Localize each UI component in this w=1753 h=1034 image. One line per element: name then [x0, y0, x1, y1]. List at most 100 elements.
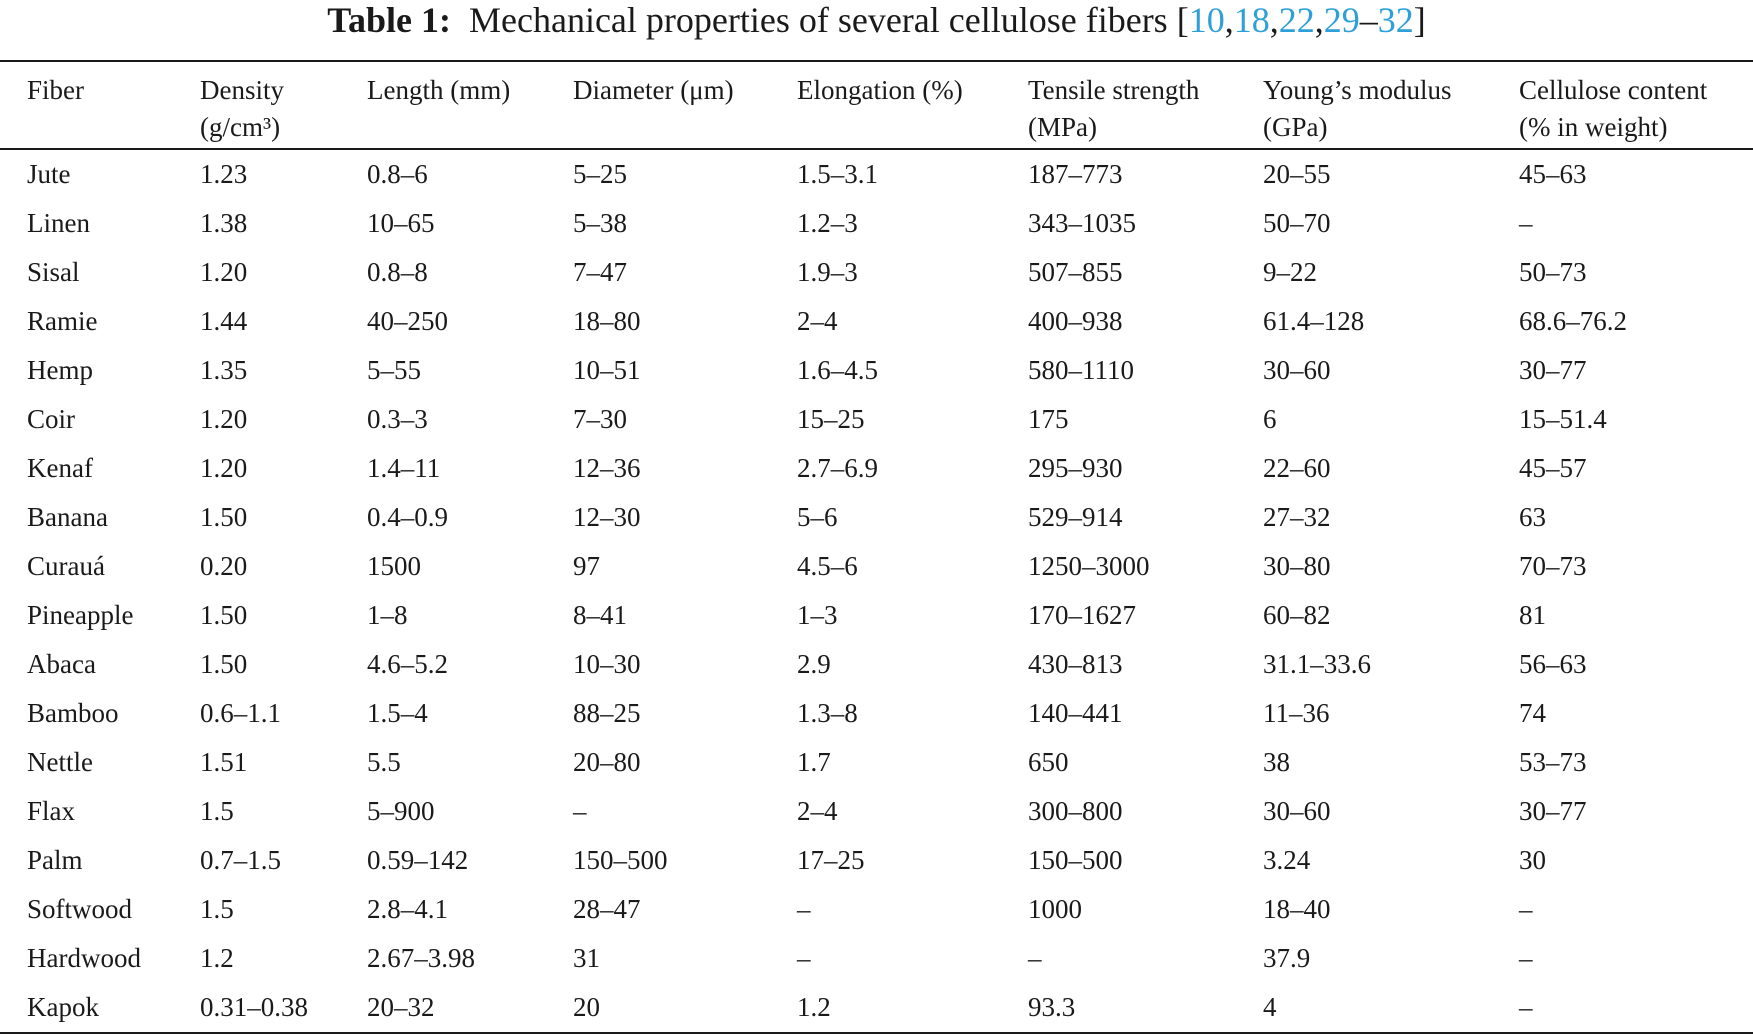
citation-link[interactable]: 29: [1323, 0, 1360, 40]
table-body: Jute 1.23 0.8–6 5–25 1.5–3.1 187–773 20–55 45–6…: [0, 150, 1753, 1032]
table-cell-fiber: Banana: [27, 502, 108, 532]
table-cell-youngs-modulus: 38: [1263, 747, 1290, 777]
table-row: Palm 0.7–1.5 0.59–142 150–500 17–25 150–500 3.…: [0, 836, 1753, 885]
table-cell-density: 1.5: [200, 796, 234, 826]
table-cell-diameter: 10–30: [573, 649, 641, 679]
table-cell-fiber: Hardwood: [27, 943, 141, 973]
table-cell-cellulose-content: 30–77: [1519, 355, 1587, 385]
table-cell-density: 1.35: [200, 355, 248, 385]
table-cell-tensile-strength: 300–800: [1028, 796, 1123, 826]
table-cell-fiber: Abaca: [27, 649, 96, 679]
table-cell-tensile-strength: 529–914: [1028, 502, 1123, 532]
table-cell-diameter: 5–25: [573, 159, 627, 189]
citation-link[interactable]: 18: [1233, 0, 1270, 40]
table-cell-cellulose-content: 15–51.4: [1519, 404, 1607, 434]
table-cell-elongation: 4.5–6: [797, 551, 858, 581]
table-cell-tensile-strength: 1000: [1028, 894, 1082, 924]
table-label: Table 1:: [327, 0, 451, 40]
column-header-tensile-strength: Tensile strength (MPa): [1028, 62, 1263, 148]
citation-link[interactable]: 22: [1278, 0, 1315, 40]
column-header-line: Young’s modulus: [1263, 75, 1452, 105]
column-header-line: Density: [200, 75, 284, 105]
table-cell-diameter: 8–41: [573, 600, 627, 630]
table-cell-cellulose-content: 74: [1519, 698, 1546, 728]
table-cell-diameter: 28–47: [573, 894, 641, 924]
column-header-line: Tensile strength: [1028, 75, 1200, 105]
table-cell-fiber: Kapok: [27, 992, 99, 1022]
column-header-youngs-modulus: Young’s modulus (GPa): [1263, 62, 1519, 148]
table-row: Curauá 0.20 1500 97 4.5–6 1250–3000 30–80 70–73: [0, 542, 1753, 591]
table-cell-length: 5.5: [367, 747, 401, 777]
table-cell-youngs-modulus: 30–80: [1263, 551, 1331, 581]
column-header-line: Elongation (%): [797, 75, 963, 105]
table-cell-length: 0.8–6: [367, 159, 428, 189]
table-row: Linen 1.38 10–65 5–38 1.2–3 343–1035 50–70 –: [0, 199, 1753, 248]
column-header-fiber: Fiber: [0, 62, 200, 148]
table-cell-fiber: Softwood: [27, 894, 133, 924]
table-row: Kapok 0.31–0.38 20–32 20 1.2 93.3 4 –: [0, 983, 1753, 1032]
table-cell-cellulose-content: –: [1519, 208, 1533, 238]
table-cell-cellulose-content: 53–73: [1519, 747, 1587, 777]
table-cell-youngs-modulus: 37.9: [1263, 943, 1311, 973]
table-cell-length: 0.8–8: [367, 257, 428, 287]
table-cell-tensile-strength: 295–930: [1028, 453, 1123, 483]
table-cell-tensile-strength: –: [1028, 943, 1042, 973]
table-cell-diameter: 97: [573, 551, 600, 581]
table-cell-density: 1.38: [200, 208, 248, 238]
table-cell-density: 0.7–1.5: [200, 845, 281, 875]
table-cell-fiber: Coir: [27, 404, 76, 434]
table-cell-tensile-strength: 93.3: [1028, 992, 1076, 1022]
table-cell-length: 40–250: [367, 306, 448, 336]
table-row: Jute 1.23 0.8–6 5–25 1.5–3.1 187–773 20–55 45–6…: [0, 150, 1753, 199]
table-cell-density: 1.44: [200, 306, 248, 336]
table-cell-diameter: 7–30: [573, 404, 627, 434]
header-row: Fiber Density (g/cm³) Length (mm) Diameter…: [0, 62, 1753, 148]
fiber-properties-table: Fiber Density (g/cm³) Length (mm) Diameter…: [0, 62, 1753, 148]
table-row: Banana 1.50 0.4–0.9 12–30 5–6 529–914 27–32 63: [0, 493, 1753, 542]
table-row: Coir 1.20 0.3–3 7–30 15–25 175 6 15–51.4: [0, 395, 1753, 444]
citation-open-bracket: [: [1176, 0, 1189, 40]
table-cell-density: 1.50: [200, 502, 248, 532]
table-cell-diameter: 20–80: [573, 747, 641, 777]
table-cell-length: 5–55: [367, 355, 421, 385]
table-cell-youngs-modulus: 22–60: [1263, 453, 1331, 483]
column-header-unit: [573, 109, 797, 146]
table-cell-density: 1.20: [200, 404, 248, 434]
citation-close-bracket: ]: [1413, 0, 1426, 40]
table-cell-tensile-strength: 650: [1028, 747, 1069, 777]
citation-range-dash: –: [1359, 0, 1378, 40]
properties-table-container: Fiber Density (g/cm³) Length (mm) Diameter…: [0, 60, 1753, 1034]
table-cell-elongation: 1.2–3: [797, 208, 858, 238]
citation-link[interactable]: 32: [1377, 0, 1414, 40]
table-header: Fiber Density (g/cm³) Length (mm) Diameter…: [0, 62, 1753, 148]
table-cell-length: 4.6–5.2: [367, 649, 448, 679]
table-cell-diameter: 18–80: [573, 306, 641, 336]
table-cell-youngs-modulus: 31.1–33.6: [1263, 649, 1371, 679]
table-cell-density: 0.6–1.1: [200, 698, 281, 728]
table-cell-tensile-strength: 175: [1028, 404, 1069, 434]
table-cell-diameter: 7–47: [573, 257, 627, 287]
table-cell-tensile-strength: 187–773: [1028, 159, 1123, 189]
table-cell-cellulose-content: –: [1519, 992, 1533, 1022]
table-cell-cellulose-content: 30: [1519, 845, 1546, 875]
column-header-unit: (% in weight): [1519, 112, 1668, 142]
table-cell-cellulose-content: 45–63: [1519, 159, 1587, 189]
table-cell-diameter: 10–51: [573, 355, 641, 385]
table-cell-length: 2.8–4.1: [367, 894, 448, 924]
table-cell-elongation: 17–25: [797, 845, 865, 875]
table-cell-tensile-strength: 580–1110: [1028, 355, 1134, 385]
table-cell-youngs-modulus: 20–55: [1263, 159, 1331, 189]
table-cell-elongation: 1–3: [797, 600, 838, 630]
table-header-rule: [0, 148, 1753, 150]
column-header-elongation: Elongation (%): [797, 62, 1028, 148]
table-row: Kenaf 1.20 1.4–11 12–36 2.7–6.9 295–930 22–60 4…: [0, 444, 1753, 493]
table-cell-elongation: 5–6: [797, 502, 838, 532]
table-cell-elongation: 1.7: [797, 747, 831, 777]
citation-link[interactable]: 10: [1188, 0, 1225, 40]
table-cell-density: 0.20: [200, 551, 248, 581]
table-cell-tensile-strength: 140–441: [1028, 698, 1123, 728]
table-cell-fiber: Ramie: [27, 306, 98, 336]
table-cell-length: 5–900: [367, 796, 435, 826]
table-cell-fiber: Sisal: [27, 257, 80, 287]
table-row: Ramie 1.44 40–250 18–80 2–4 400–938 61.4–128 68…: [0, 297, 1753, 346]
